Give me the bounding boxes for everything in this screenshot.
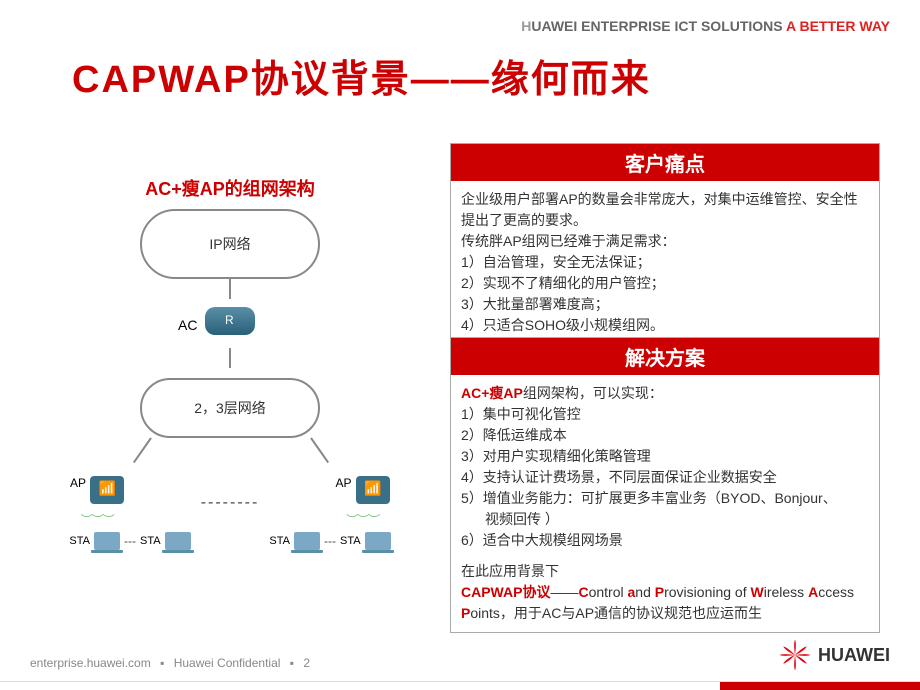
connector-line (229, 279, 231, 299)
connector-line (229, 348, 231, 368)
huawei-brand-text: HUAWEI (818, 645, 890, 666)
text: AC+瘦AP组网架构，可以实现： (461, 383, 869, 404)
text: 在此应用背景下 (461, 561, 869, 582)
ac-device-icon (205, 307, 255, 335)
sta-group-left: STA --- STA (69, 532, 190, 550)
laptop-icon (165, 532, 191, 550)
diagram-title: AC+瘦AP的组网架构 (30, 175, 430, 201)
footer-red-bar (720, 682, 920, 690)
page-title: CAPWAP协议背景——缘何而来 (72, 48, 651, 103)
separator: ▪ (290, 656, 294, 670)
footer-confidential: Huawei Confidential (174, 656, 281, 670)
list-item: 1）集中可视化管控 (461, 404, 869, 425)
list-item: 2）实现不了精细化的用户管控； (461, 273, 869, 294)
list-item: 1）自治管理，安全无法保证； (461, 252, 869, 273)
solution-panel: 解决方案 AC+瘦AP组网架构，可以实现： 1）集中可视化管控 2）降低运维成本… (450, 337, 880, 633)
ap-dashes: -------- (201, 494, 260, 512)
wifi-icon: ︶︶︶ (70, 511, 124, 528)
laptop-icon (294, 532, 320, 550)
list-item: 4）支持认证计费场景，不同层面保证企业数据安全 (461, 467, 869, 488)
pain-points-panel: 客户痛点 企业级用户部署AP的数量会非常庞大，对集中运维管控、安全性提出了更高的… (450, 143, 880, 345)
list-item: 6）适合中大规模组网场景 (461, 530, 869, 551)
laptop-icon (365, 532, 391, 550)
sta-dashes: --- (324, 534, 336, 548)
layer23-cloud: 2，3层网络 (140, 378, 320, 438)
header-h: H (521, 18, 531, 34)
spacer (461, 551, 869, 561)
huawei-logo: HUAWEI (778, 638, 890, 672)
ap-device-icon (356, 476, 390, 504)
header-tagline: HUAWEI ENTERPRISE ICT SOLUTIONS A BETTER… (521, 18, 890, 34)
solution-header: 解决方案 (451, 338, 879, 375)
ap-row: AP ︶︶︶ -------- AP ︶︶︶ (30, 476, 430, 528)
branch-lines (30, 438, 430, 468)
ap-left: AP ︶︶︶ (70, 476, 124, 528)
list-item-cont: 视频回传 ） (461, 509, 869, 530)
list-item: 2）降低运维成本 (461, 425, 869, 446)
network-diagram: AC+瘦AP的组网架构 IP网络 AC 2，3层网络 AP ︶︶︶ ------… (30, 175, 430, 550)
ip-network-cloud: IP网络 (140, 209, 320, 279)
list-item: 3）大批量部署难度高； (461, 294, 869, 315)
ap-label: AP (70, 476, 86, 490)
header-slogan: A BETTER WAY (786, 18, 890, 34)
separator: ▪ (160, 656, 164, 670)
list-item: 5）增值业务能力：可扩展更多丰富业务（BYOD、Bonjour、 (461, 488, 869, 509)
wifi-icon: ︶︶︶ (336, 511, 390, 528)
ac-label: AC (178, 317, 197, 333)
text: 传统胖AP组网已经难于满足需求： (461, 231, 869, 252)
huawei-petal-icon (778, 638, 812, 672)
ap-device-icon (90, 476, 124, 504)
pain-points-body: 企业级用户部署AP的数量会非常庞大，对集中运维管控、安全性提出了更高的要求。 传… (451, 181, 879, 344)
sta-label: STA (269, 535, 290, 547)
laptop-icon (94, 532, 120, 550)
sta-label: STA (340, 535, 361, 547)
ap-right: AP ︶︶︶ (336, 476, 390, 528)
header-main: UAWEI ENTERPRISE ICT SOLUTIONS (531, 18, 782, 34)
ac-row: AC (30, 307, 430, 340)
footer-url: enterprise.huawei.com (30, 656, 151, 670)
footer-page: 2 (303, 656, 310, 670)
sta-group-right: STA --- STA (269, 532, 390, 550)
sta-label: STA (69, 535, 90, 547)
pain-points-header: 客户痛点 (451, 144, 879, 181)
list-item: 3）对用户实现精细化策略管理 (461, 446, 869, 467)
sta-dashes: --- (124, 534, 136, 548)
list-item: 4）只适合SOHO级小规模组网。 (461, 315, 869, 336)
text: 企业级用户部署AP的数量会非常庞大，对集中运维管控、安全性提出了更高的要求。 (461, 189, 869, 231)
sta-label: STA (140, 535, 161, 547)
ap-label: AP (336, 476, 352, 490)
sta-row: STA --- STA STA --- STA (30, 532, 430, 550)
footer: enterprise.huawei.com ▪ Huawei Confident… (30, 656, 310, 670)
capwap-definition: CAPWAP协议——Control and Provisioning of Wi… (461, 582, 869, 624)
solution-body: AC+瘦AP组网架构，可以实现： 1）集中可视化管控 2）降低运维成本 3）对用… (451, 375, 879, 632)
